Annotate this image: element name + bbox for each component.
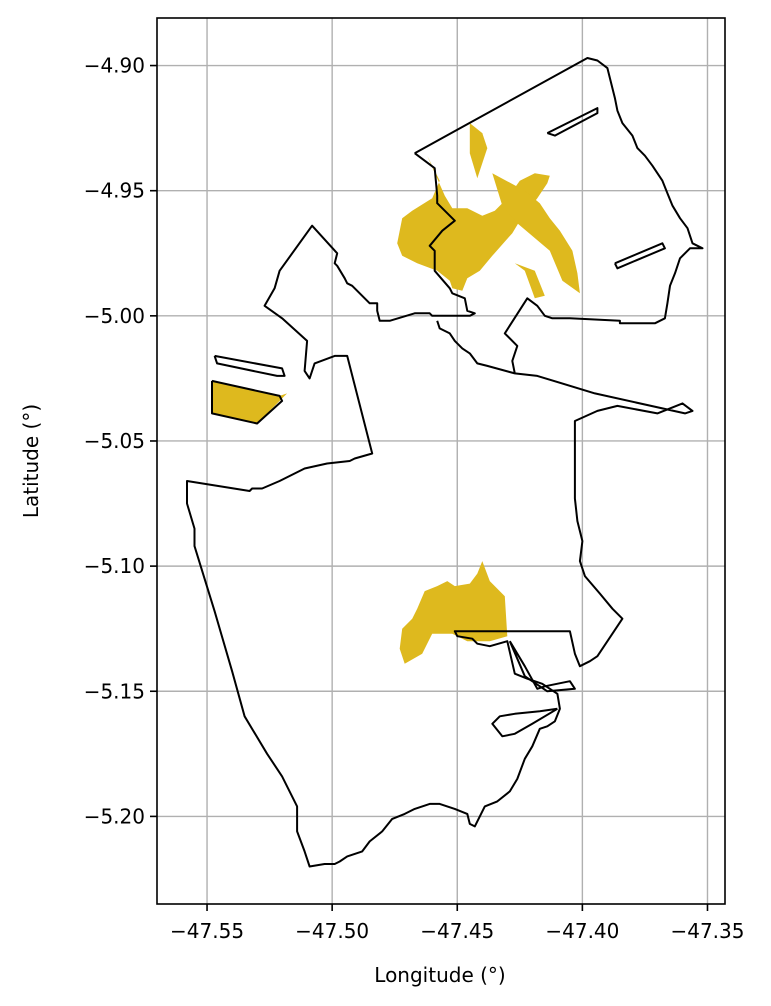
west-zone: [212, 380, 288, 424]
grid-lines: [157, 18, 725, 904]
x-axis-label: Longitude (°): [374, 963, 505, 987]
east-boundary: [414, 57, 704, 374]
x-tick-label: −47.35: [670, 919, 744, 943]
west-boundary-strip-2: [211, 379, 284, 425]
northeast-strip: [546, 107, 599, 137]
y-tick-label: −5.05: [84, 429, 145, 453]
north-zone-1: [469, 123, 488, 179]
y-tick-label: −5.00: [84, 304, 145, 328]
east-strip: [614, 242, 666, 270]
north-zone-3: [492, 173, 580, 294]
region-boundaries: [186, 57, 704, 868]
x-tick-label: −47.50: [295, 919, 369, 943]
main-boundary: [186, 152, 694, 868]
x-axis-ticks: −47.55 −47.50 −47.45 −47.40 −47.35: [170, 904, 744, 943]
southeast-strip-2: [491, 707, 558, 738]
y-axis-ticks: −4.90 −4.95 −5.00 −5.05 −5.10 −5.15 −5.20: [84, 54, 157, 828]
y-tick-label: −5.10: [84, 554, 145, 578]
x-tick-label: −47.40: [545, 919, 619, 943]
y-axis-label: Latitude (°): [19, 404, 43, 518]
north-zone-4: [514, 263, 545, 299]
y-tick-label: −4.90: [84, 54, 145, 78]
x-tick-label: −47.55: [170, 919, 244, 943]
y-tick-label: −5.15: [84, 679, 145, 703]
south-zone: [399, 561, 508, 664]
southeast-strip-1: [508, 640, 576, 693]
x-tick-label: −47.45: [420, 919, 494, 943]
plot-frame: [156, 17, 726, 905]
west-boundary-strip-1: [213, 354, 286, 377]
y-tick-label: −5.20: [84, 804, 145, 828]
y-tick-label: −4.95: [84, 179, 145, 203]
